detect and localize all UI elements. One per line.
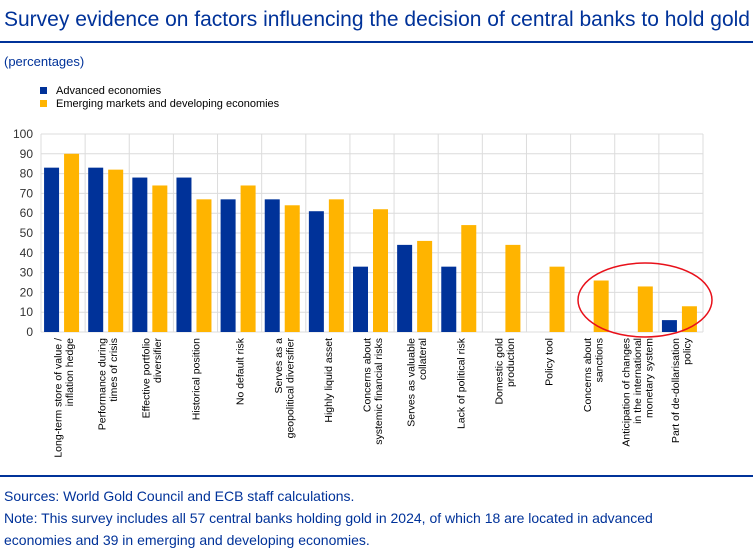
- y-tick-label: 70: [20, 186, 34, 200]
- footer-divider: [0, 475, 753, 477]
- bar-advanced: [220, 199, 236, 332]
- bar-emerging: [64, 153, 80, 332]
- bar-emerging: [637, 286, 653, 332]
- bar-emerging: [108, 169, 124, 332]
- sources: Sources: World Gold Council and ECB staf…: [4, 488, 355, 504]
- legend-label: Emerging markets and developing economie…: [56, 97, 280, 110]
- x-tick-label: Serves as valuablecollateral: [405, 338, 429, 427]
- x-tick-label: Effective portfoliodiversifier: [141, 338, 165, 419]
- highlight-ellipse: [577, 262, 713, 338]
- x-tick-label: No default risk: [235, 337, 247, 405]
- legend-item-advanced: Advanced economies: [40, 84, 279, 97]
- x-tick-label: Concerns aboutsanctions: [582, 338, 606, 412]
- bar-advanced: [176, 177, 192, 332]
- x-tick-label: Serves as ageopolitical diversifier: [273, 338, 297, 439]
- bar-chart: 0 10 20 30 40 50 60 70 80 90 100 Long-term store of…: [13, 127, 713, 458]
- bar-emerging: [284, 205, 300, 332]
- note-line-2: economies and 39 in emerging and develop…: [4, 532, 370, 548]
- bar-emerging: [593, 280, 609, 332]
- y-tick-label: 100: [13, 127, 33, 141]
- bar-advanced: [397, 244, 413, 332]
- title-divider: [0, 41, 753, 43]
- chart-title: Survey evidence on factors influencing t…: [4, 8, 750, 31]
- x-tick-label: Long-term store of value /inflation hedg…: [52, 338, 76, 458]
- bar-advanced: [264, 199, 280, 332]
- legend-item-emerging: Emerging markets and developing economie…: [40, 97, 279, 110]
- bar-advanced: [353, 266, 368, 332]
- bar-advanced: [44, 167, 60, 332]
- y-tick-label: 40: [20, 246, 34, 260]
- y-tick-label: 10: [20, 305, 34, 319]
- y-tick-label: 90: [20, 147, 34, 161]
- legend: Advanced economies Emerging markets and …: [40, 84, 279, 110]
- legend-label: Advanced economies: [56, 84, 162, 97]
- note-line-1: Note: This survey includes all 57 centra…: [4, 510, 653, 526]
- chart-subtitle: (percentages): [4, 54, 85, 69]
- x-tick-label: Highly liquid asset: [323, 338, 335, 423]
- bar-advanced: [88, 167, 104, 332]
- bar-emerging: [505, 244, 521, 332]
- bar-emerging: [328, 199, 344, 332]
- x-tick-label: Performance duringtimes of crisis: [96, 338, 120, 430]
- x-tick-label: Domestic goldproduction: [494, 338, 518, 405]
- bar-emerging: [152, 185, 168, 332]
- y-tick-label: 80: [20, 167, 34, 181]
- legend-swatch: [40, 87, 47, 94]
- y-tick-label: 30: [20, 266, 34, 280]
- bar-emerging: [240, 185, 256, 332]
- bar-advanced: [132, 177, 148, 332]
- bar-emerging: [373, 209, 388, 332]
- x-tick-label: Lack of political risk: [455, 337, 467, 429]
- y-tick-label: 0: [26, 325, 33, 339]
- y-tick-label: 50: [20, 226, 34, 240]
- y-tick-label: 60: [20, 206, 34, 220]
- bar-emerging: [196, 199, 212, 332]
- y-tick-label: 20: [20, 285, 34, 299]
- x-tick-label: Policy tool: [544, 338, 556, 386]
- x-tick-label: Anticipation of changesin the internatio…: [620, 338, 655, 447]
- bar-advanced: [441, 266, 457, 332]
- bar-emerging: [461, 225, 477, 332]
- bar-emerging: [417, 240, 433, 332]
- legend-swatch: [40, 100, 47, 107]
- bar-emerging: [549, 266, 565, 332]
- x-tick-label: Concerns aboutsystemic financial risks: [361, 338, 385, 445]
- x-tick-label: Part of de-dollarisationpolicy: [670, 337, 694, 443]
- x-tick-label: Historical position: [190, 338, 202, 420]
- bar-advanced: [308, 211, 324, 332]
- bar-advanced: [661, 320, 677, 332]
